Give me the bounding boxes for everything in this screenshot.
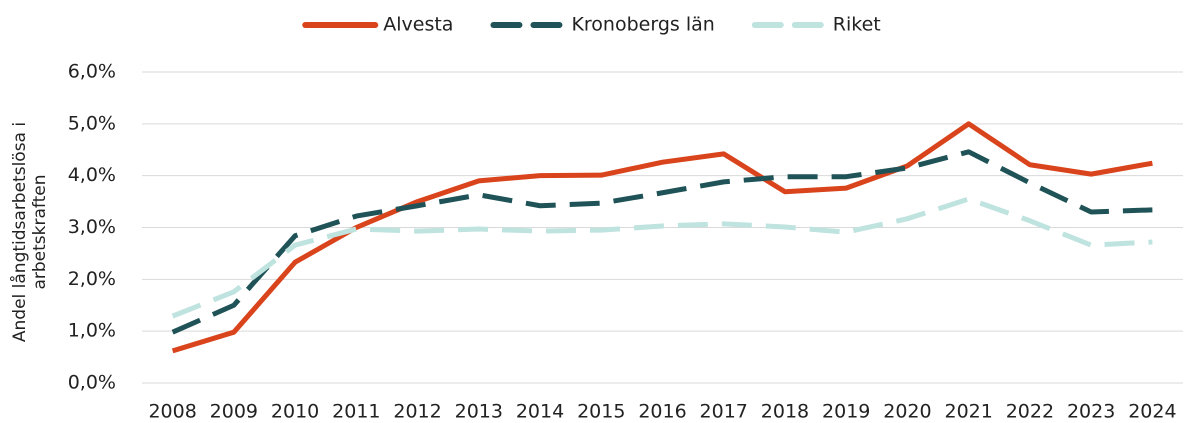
y-tick-label: 1,0% xyxy=(68,320,116,342)
x-tick-label: 2015 xyxy=(577,401,625,423)
y-tick-label: 4,0% xyxy=(68,164,116,186)
x-tick-label: 2013 xyxy=(455,401,503,423)
line-series xyxy=(171,149,1153,335)
legend: Alvesta Kronobergs län Riket xyxy=(302,14,881,36)
y-axis-label: Andel långtidsarbetslösa i arbetskraften xyxy=(10,121,50,343)
x-tick-label: 2021 xyxy=(944,401,992,423)
x-tick-label: 2019 xyxy=(822,401,870,423)
y-tick-label: 0,0% xyxy=(68,372,116,394)
y-tick-label: 6,0% xyxy=(68,61,116,83)
x-tick-label: 2010 xyxy=(271,401,319,423)
x-tick-label: 2016 xyxy=(638,401,686,423)
line-series xyxy=(171,196,1153,319)
x-tick-label: 2024 xyxy=(1128,401,1176,423)
legend-label: Kronobergs län xyxy=(571,14,714,36)
legend-label: Alvesta xyxy=(383,14,453,36)
legend-label: Riket xyxy=(833,14,881,36)
x-tick-label: 2008 xyxy=(148,401,196,423)
x-tick-label: 2014 xyxy=(516,401,564,423)
x-tick-label: 2011 xyxy=(332,401,380,423)
line-series xyxy=(171,121,1153,354)
y-tick-label: 2,0% xyxy=(68,268,116,290)
y-tick-label: 3,0% xyxy=(68,216,116,238)
x-tick-label: 2022 xyxy=(1006,401,1054,423)
y-tick-label: 5,0% xyxy=(68,112,116,134)
x-tick-label: 2012 xyxy=(393,401,441,423)
x-tick-label: 2020 xyxy=(883,401,931,423)
x-tick-label: 2023 xyxy=(1067,401,1115,423)
x-tick-label: 2009 xyxy=(210,401,258,423)
x-tick-label: 2017 xyxy=(700,401,748,423)
x-tick-label: 2018 xyxy=(761,401,809,423)
